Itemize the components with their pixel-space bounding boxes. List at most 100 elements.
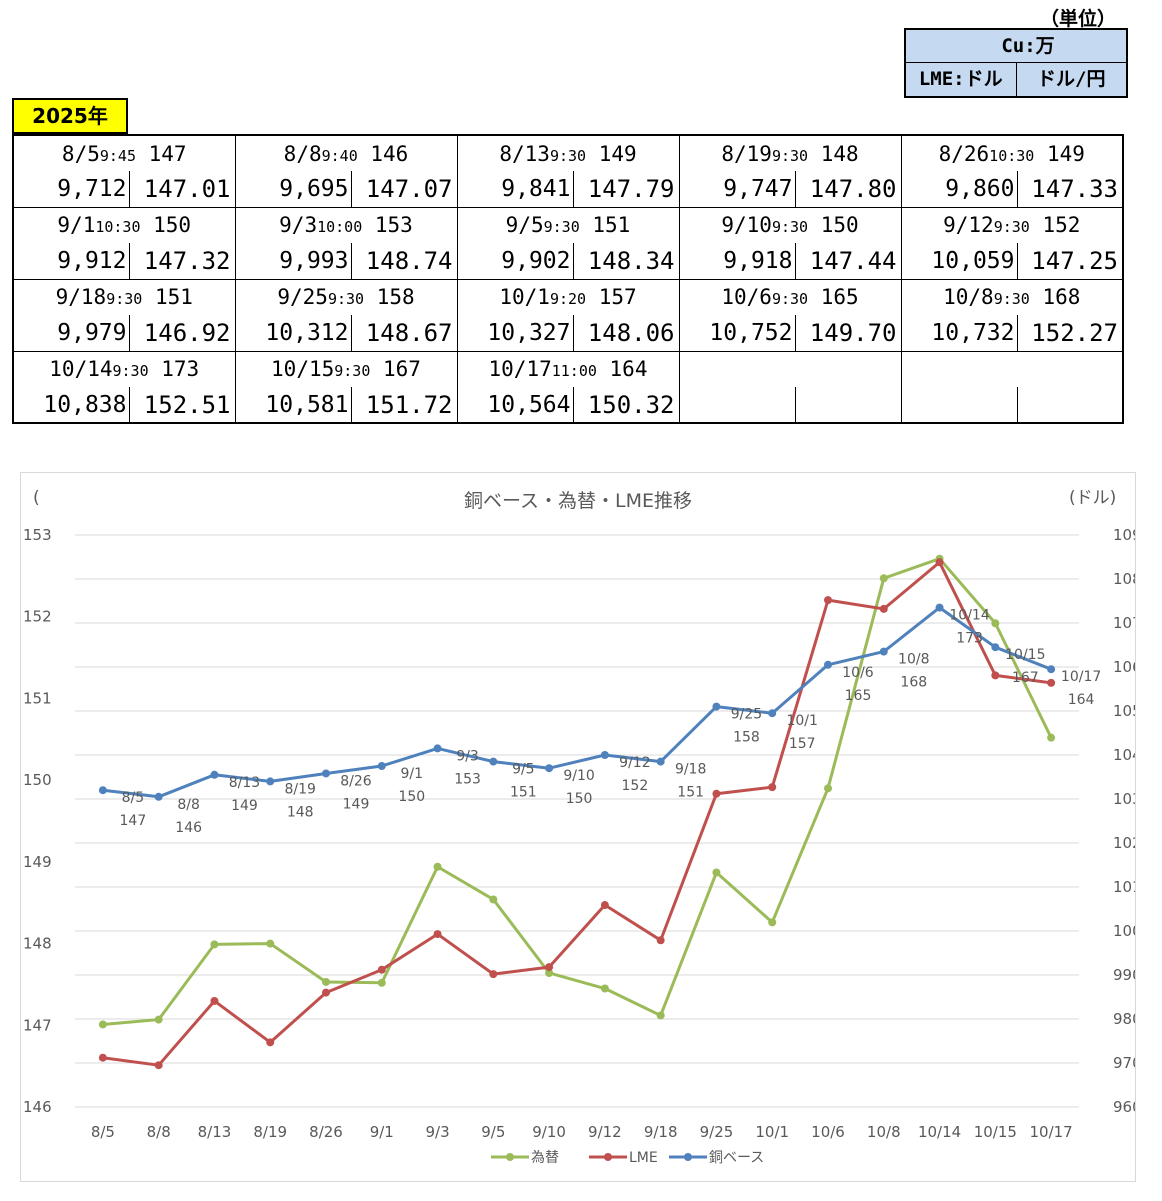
right-tick-label: 9600 xyxy=(1113,1098,1135,1116)
series-point-0 xyxy=(712,868,721,877)
entry-fx-cell: 147.33 xyxy=(1016,171,1124,208)
data-label-date: 10/15 xyxy=(1005,647,1045,663)
entry-lme-cell: 9,918 xyxy=(678,243,796,280)
series-point-1 xyxy=(154,1061,163,1070)
data-label-date: 10/1 xyxy=(786,713,817,729)
data-label-value: 164 xyxy=(1068,692,1095,708)
entry-date: 9/10 xyxy=(721,213,772,238)
data-label-value: 151 xyxy=(677,785,704,801)
left-tick-label: 149 xyxy=(23,853,52,871)
series-point-2 xyxy=(879,647,888,656)
series-point-0 xyxy=(210,940,219,949)
x-tick-label: 9/25 xyxy=(700,1123,734,1141)
right-tick-label: 9700 xyxy=(1113,1054,1135,1072)
series-line-0 xyxy=(102,557,1053,1026)
data-label-date: 8/26 xyxy=(340,773,372,789)
x-tick-label: 8/8 xyxy=(147,1123,171,1141)
left-tick-label: 146 xyxy=(23,1098,52,1116)
entry-date: 8/8 xyxy=(283,141,322,166)
entry-date: 8/13 xyxy=(499,141,550,166)
series-point-1 xyxy=(545,963,554,972)
right-tick-label: 10600 xyxy=(1113,658,1135,676)
x-tick-label: 9/3 xyxy=(425,1123,449,1141)
series-line-2 xyxy=(102,606,1052,799)
entry-time: 9:30 xyxy=(771,290,809,309)
entry-cu: 151 xyxy=(579,213,631,238)
entry-lme-cell: 10,059 xyxy=(900,243,1018,280)
series-point-0 xyxy=(489,895,498,904)
right-tick-label: 10900 xyxy=(1113,526,1135,544)
entry-fx-cell: 146.92 xyxy=(128,315,236,352)
right-tick-label: 10700 xyxy=(1113,614,1135,632)
entry-fx-cell: 147.07 xyxy=(350,171,458,208)
entry-cu: 146 xyxy=(357,141,409,166)
data-label-value: 148 xyxy=(287,804,314,820)
series-point-0 xyxy=(266,939,275,948)
right-tick-label: 10300 xyxy=(1113,790,1135,808)
x-tick-label: 10/1 xyxy=(755,1123,789,1141)
table-header-row: 9/110:30 150 9/310:00 153 9/59:30 151 9/109… xyxy=(12,206,1124,243)
data-label-value: 168 xyxy=(900,675,927,691)
table-header-row: 10/149:30 173 10/159:30 167 10/1711:00 164 xyxy=(12,350,1124,387)
entry-date-cell: 10/89:30 168 xyxy=(900,278,1124,315)
entry-date: 9/25 xyxy=(277,285,328,310)
unit-label: （単位） xyxy=(1040,8,1117,30)
chart-title: 銅ベース・為替・LME推移 xyxy=(464,490,692,512)
data-label-value: 146 xyxy=(175,820,202,836)
data-label-date: 9/18 xyxy=(675,762,706,778)
series-point-2 xyxy=(712,702,721,711)
entry-fx-cell: 147.79 xyxy=(572,171,680,208)
entry-time: 9:30 xyxy=(112,362,149,381)
series-point-2 xyxy=(1047,665,1056,674)
series-point-1 xyxy=(377,965,386,974)
series-point-1 xyxy=(935,558,944,567)
series-point-2 xyxy=(935,603,944,612)
right-tick-label: 10200 xyxy=(1113,834,1135,852)
data-label-value: 151 xyxy=(510,785,537,801)
entry-date: 8/26 xyxy=(938,141,990,166)
legend-label: 銅ベース xyxy=(709,1150,764,1166)
data-label-value: 157 xyxy=(789,736,816,752)
entry-time: 9:30 xyxy=(993,290,1030,309)
entry-fx-cell: 148.74 xyxy=(350,243,458,280)
entry-time: 9:40 xyxy=(321,146,358,165)
entry-date-cell: 9/310:00 153 xyxy=(234,206,458,243)
entry-date-cell: 9/189:30 151 xyxy=(12,278,236,315)
entry-date-cell: 8/199:30 148 xyxy=(678,134,902,171)
entry-fx-cell: 152.51 xyxy=(128,387,236,424)
entry-cu: 167 xyxy=(370,357,421,382)
unit-cu: Cu:万 xyxy=(906,30,1126,63)
series-point-1 xyxy=(266,1038,275,1047)
line-chart: 9600 9700 9800 9900 10000 10100 10200 10300 1040… xyxy=(23,488,1161,1166)
x-tick-label: 9/10 xyxy=(532,1123,566,1141)
entry-fx-cell: 148.06 xyxy=(572,315,680,352)
data-label-date: 9/1 xyxy=(401,766,424,782)
entry-date-cell: 10/19:20 157 xyxy=(456,278,680,315)
entry-date-cell: 8/2610:30 149 xyxy=(900,134,1124,171)
entry-date: 9/18 xyxy=(55,285,107,310)
right-tick-label: 10000 xyxy=(1113,922,1135,940)
entry-time: 9:30 xyxy=(334,362,371,381)
entry-date-cell: 10/1711:00 164 xyxy=(456,350,680,387)
entry-time: 10:30 xyxy=(95,218,141,237)
entry-cu: 173 xyxy=(148,357,200,382)
legend-marker xyxy=(684,1153,692,1161)
x-tick-label: 10/14 xyxy=(918,1123,961,1141)
entry-cu: 152 xyxy=(1029,213,1081,238)
data-label-value: 150 xyxy=(398,789,425,805)
entry-lme-cell: 10,581 xyxy=(234,387,352,424)
entry-fx-cell: 147.32 xyxy=(128,243,236,280)
entry-fx-cell: 152.27 xyxy=(1016,315,1124,352)
data-label-value: 149 xyxy=(343,796,370,812)
entry-cu: 150 xyxy=(140,213,192,238)
series-point-1 xyxy=(210,996,219,1005)
entry-fx-cell: 147.01 xyxy=(128,171,236,208)
entry-time: 10:00 xyxy=(317,218,363,237)
x-tick-label: 10/8 xyxy=(867,1123,901,1141)
x-tick-label: 9/18 xyxy=(644,1123,678,1141)
entry-date: 10/1 xyxy=(499,285,550,310)
series-point-0 xyxy=(377,978,386,987)
entry-date: 8/19 xyxy=(721,141,772,166)
series-point-2 xyxy=(824,660,832,669)
entry-time: 9:45 xyxy=(99,146,136,165)
